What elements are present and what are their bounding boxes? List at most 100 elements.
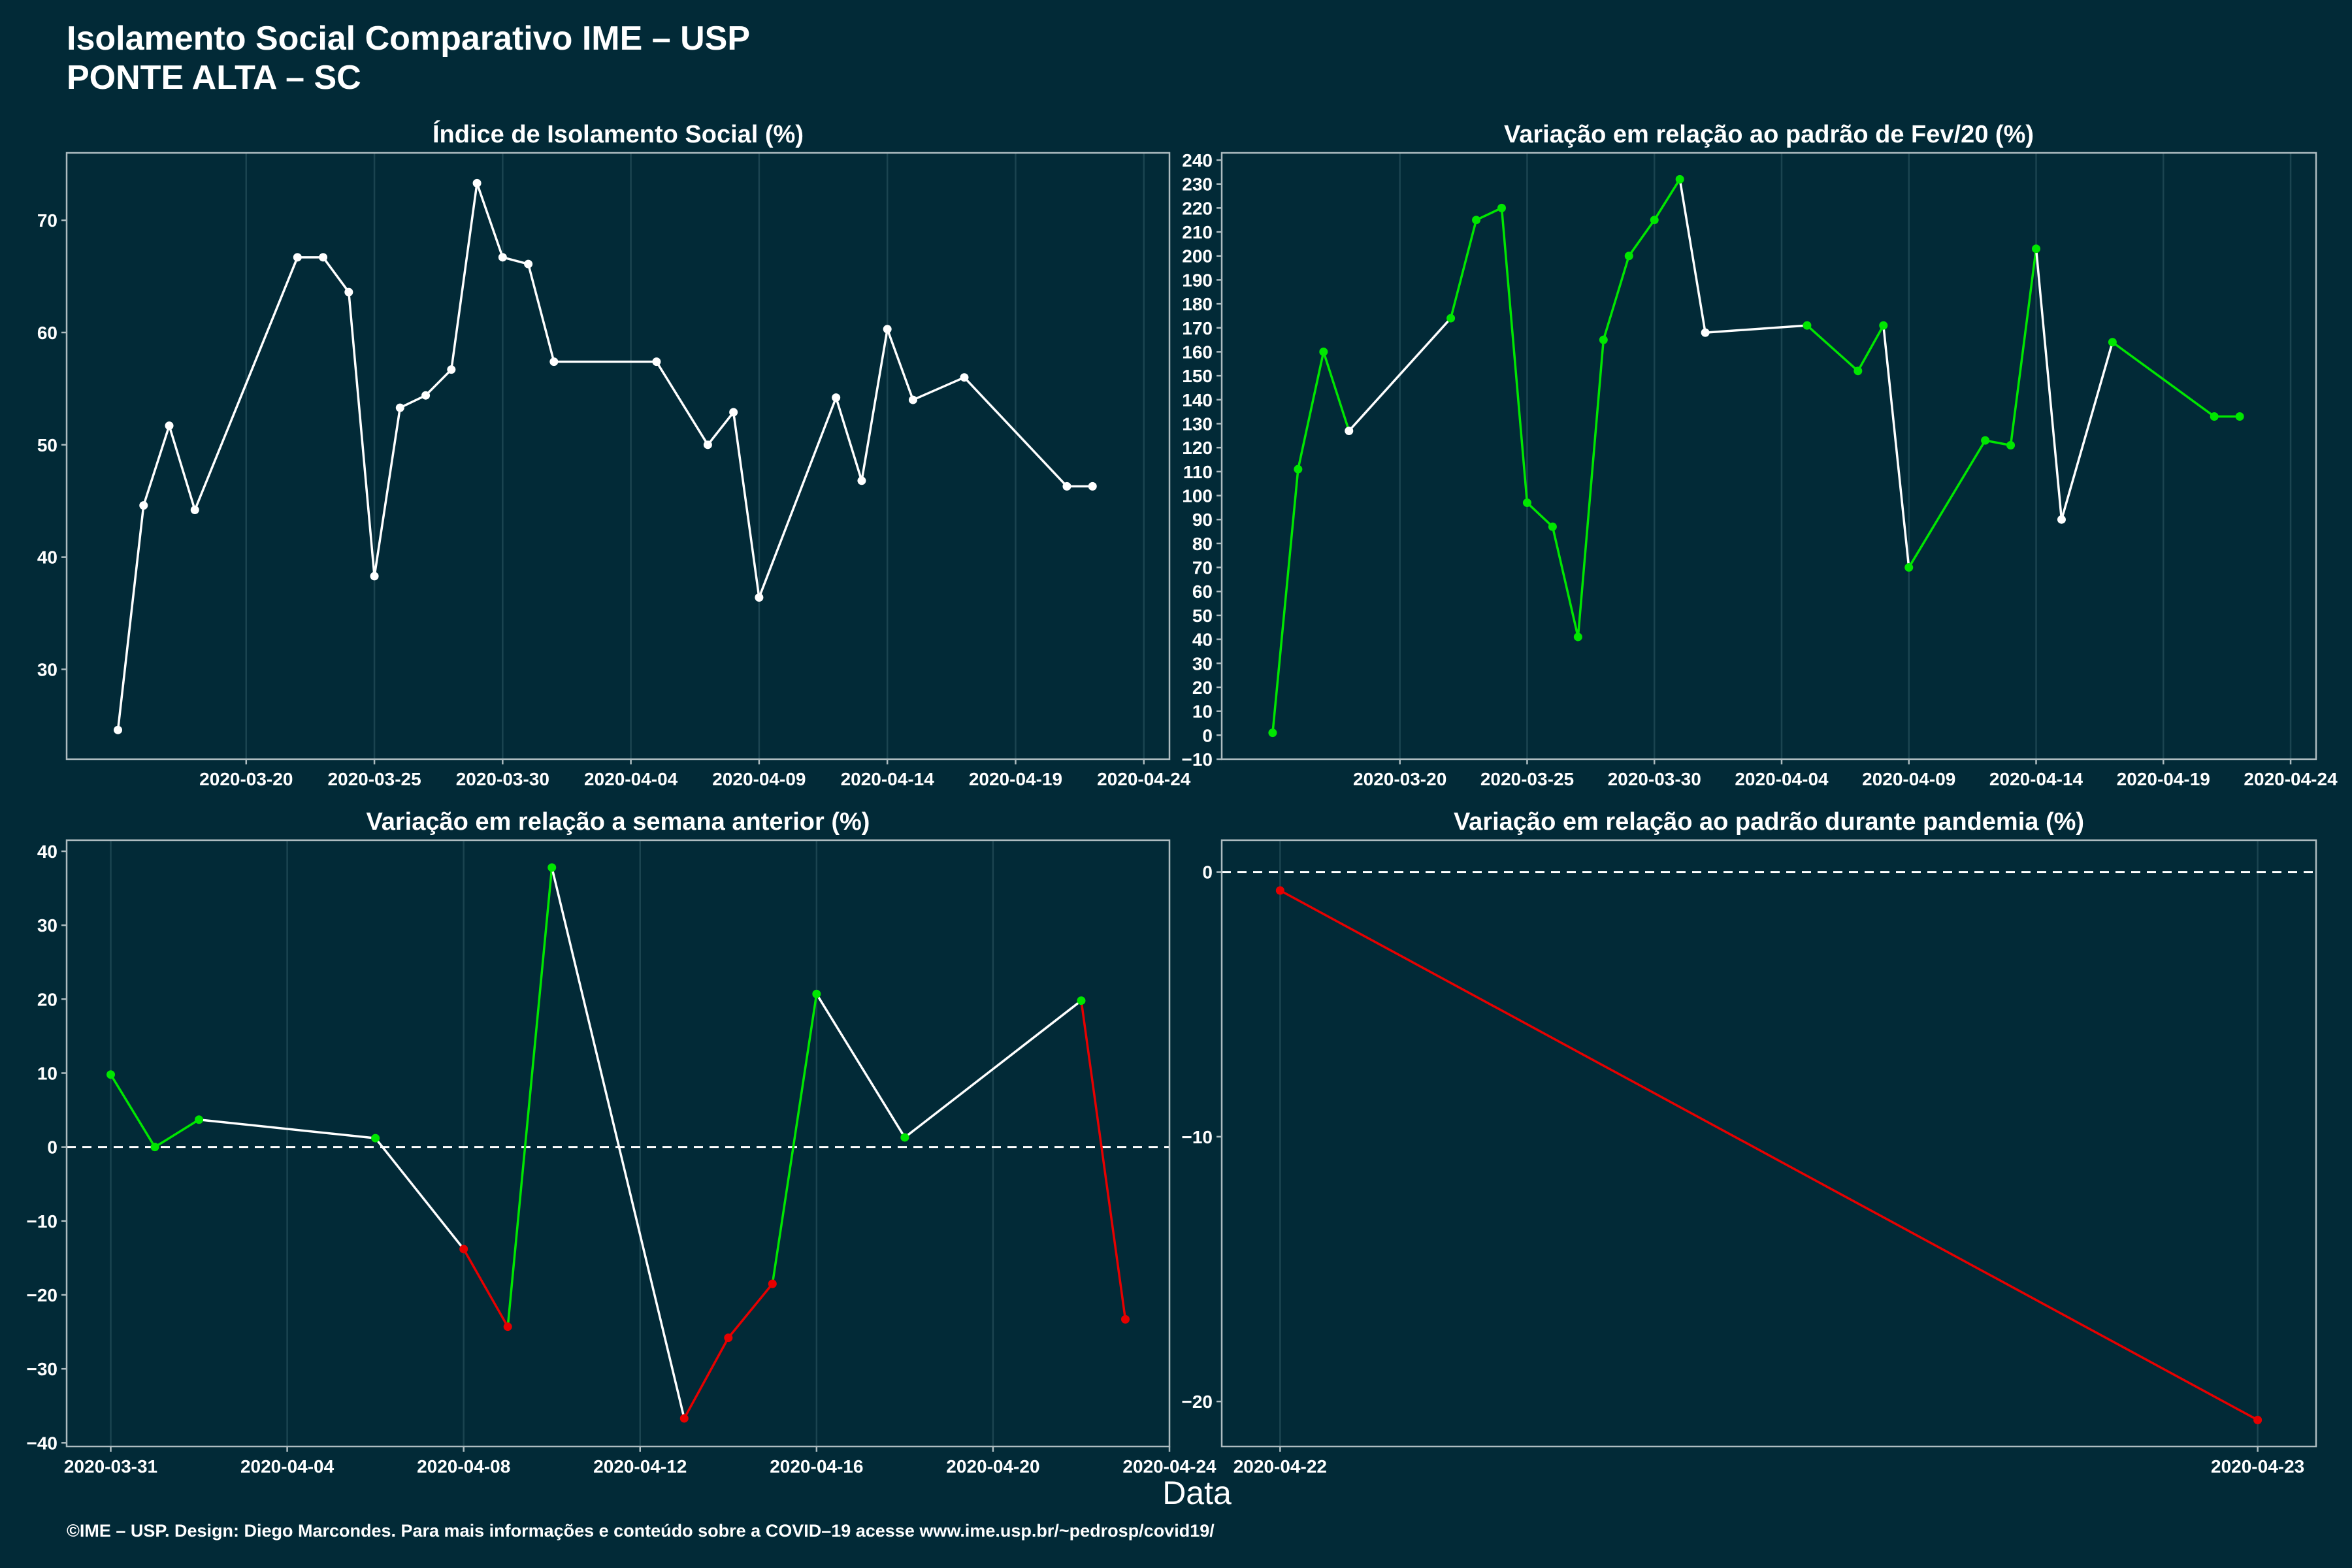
y-tick-label: 10: [1192, 702, 1213, 722]
data-point: [1088, 482, 1097, 491]
data-point: [755, 593, 764, 602]
series-segment: [1806, 324, 1859, 372]
data-point: [293, 253, 302, 262]
data-point: [1275, 886, 1284, 895]
series-segment: [1271, 469, 1299, 733]
data-point: [1294, 465, 1303, 474]
series-segment: [655, 361, 709, 446]
y-tick-label: −10: [27, 1211, 58, 1232]
series-segment: [1279, 889, 2259, 1422]
series-segment: [727, 1282, 774, 1339]
series-segment: [168, 425, 196, 510]
series-segment: [373, 407, 402, 577]
y-tick-label: 190: [1182, 270, 1213, 290]
data-point: [729, 408, 738, 417]
series-segment: [463, 1248, 509, 1328]
plot-frame: [1220, 152, 2317, 760]
data-point: [1446, 314, 1456, 323]
y-tick-label: −10: [1182, 1127, 1213, 1147]
y-tick-label: −20: [1182, 1392, 1213, 1412]
series-segment: [1882, 325, 1910, 568]
series-segment: [1602, 255, 1630, 340]
data-point: [703, 440, 712, 449]
y-tick-label: 20: [37, 989, 57, 1009]
x-tick-label: 2020-04-04: [1735, 769, 1829, 789]
data-point: [900, 1133, 909, 1142]
chart-panel-1: Índice de Isolamento Social (%) 30 40 50 60 7…: [37, 120, 1191, 789]
data-point: [472, 178, 482, 188]
y-tick-label: 40: [1192, 630, 1213, 650]
series-segment: [860, 329, 889, 482]
data-point: [1879, 321, 1888, 330]
x-tick-label: 2020-03-25: [1480, 769, 1574, 789]
data-point: [1268, 728, 1277, 738]
series-segment: [1985, 439, 2011, 447]
chart-panel-2: Variação em relação ao padrão de Fev/20 …: [1182, 121, 2338, 789]
y-tick-label: 50: [1192, 606, 1213, 626]
y-tick-label: 30: [37, 915, 57, 936]
data-point: [768, 1279, 777, 1288]
figure-subtitle: PONTE ALTA – SC: [67, 59, 361, 97]
data-point: [370, 572, 379, 581]
data-point: [503, 1322, 512, 1331]
y-tick-label: 130: [1182, 414, 1213, 434]
series-segment: [399, 394, 427, 409]
chart-panels: Índice de Isolamento Social (%) 30 40 50 60 7…: [27, 120, 2338, 1477]
data-point: [679, 1414, 689, 1423]
y-tick-label: 100: [1182, 486, 1213, 506]
y-tick-label: 40: [37, 547, 57, 568]
series-segment: [1297, 351, 1325, 470]
data-point: [1573, 632, 1582, 642]
x-tick-label: 2020-03-31: [64, 1456, 157, 1477]
data-point: [106, 1070, 116, 1079]
x-axis-label: Data: [1162, 1475, 1232, 1511]
x-tick-label: 2020-04-22: [1233, 1456, 1327, 1477]
chart-title: Variação em relação a semana anterior (%…: [367, 808, 870, 836]
y-tick-label: 180: [1182, 294, 1213, 314]
data-point: [2235, 412, 2244, 421]
series-segment: [963, 376, 1068, 487]
y-tick-label: 30: [37, 660, 57, 680]
series-segment: [506, 867, 553, 1327]
plot-area: [1222, 153, 2316, 759]
y-tick-label: −30: [27, 1359, 58, 1379]
y-tick-label: 50: [37, 435, 57, 455]
x-tick-label: 2020-03-25: [327, 769, 421, 789]
data-point: [1548, 522, 1557, 531]
y-tick-label: 220: [1182, 198, 1213, 218]
data-point: [1062, 482, 1071, 491]
y-tick-label: 0: [47, 1137, 57, 1158]
y-tick-label: 230: [1182, 174, 1213, 195]
series-segment: [322, 256, 350, 293]
data-point: [652, 357, 661, 367]
series-segment: [425, 368, 453, 397]
data-point: [1345, 426, 1354, 435]
y-tick-label: 210: [1182, 222, 1213, 242]
series-segment: [1576, 339, 1605, 638]
data-point: [2006, 440, 2016, 449]
x-tick-label: 2020-04-09: [1862, 769, 1955, 789]
series-segment: [1500, 208, 1529, 503]
series-segment: [1653, 178, 1681, 221]
data-point: [1319, 347, 1328, 356]
series-segment: [1080, 1000, 1127, 1320]
data-point: [395, 403, 404, 412]
data-point: [139, 501, 148, 510]
data-point: [1981, 436, 1990, 445]
series-segment: [886, 329, 915, 400]
data-point: [447, 365, 456, 374]
x-tick-label: 2020-04-14: [841, 769, 935, 789]
data-point: [459, 1245, 468, 1254]
x-tick-label: 2020-04-19: [969, 769, 1062, 789]
y-tick-label: 60: [37, 323, 57, 343]
series-segment: [1551, 526, 1580, 638]
chart-title: Variação em relação ao padrão durante pa…: [1454, 808, 2084, 836]
y-tick-label: 80: [1192, 534, 1213, 554]
y-tick-label: 20: [1192, 678, 1213, 698]
x-tick-label: 2020-04-08: [417, 1456, 510, 1477]
data-point: [195, 1115, 204, 1124]
series-segment: [1475, 206, 1503, 221]
series-segment: [904, 1000, 1083, 1139]
data-point: [150, 1143, 159, 1152]
series-segment: [1627, 219, 1656, 257]
